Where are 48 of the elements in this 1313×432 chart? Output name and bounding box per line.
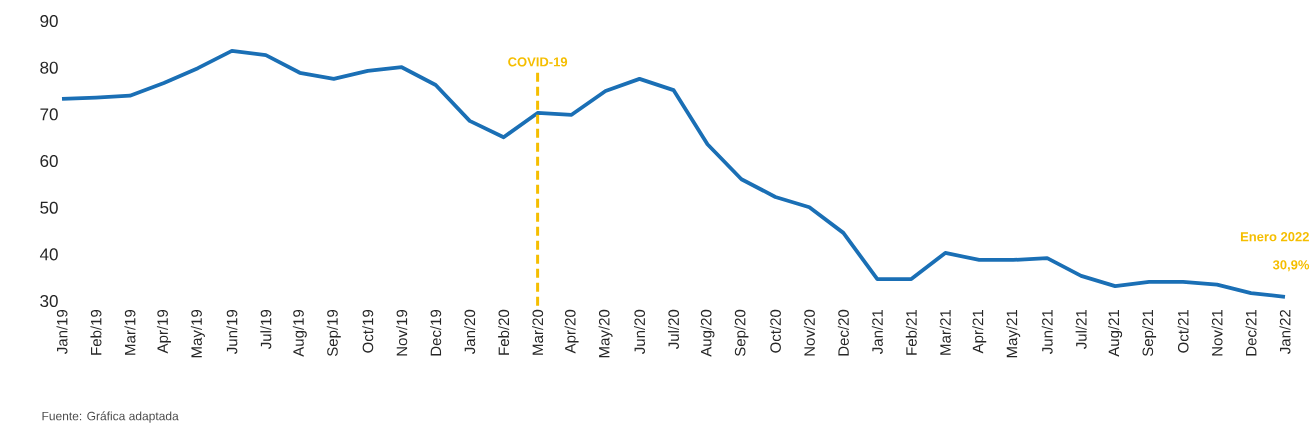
x-tick-label: Nov/19: [396, 309, 408, 356]
x-tick-label: Aug/19: [292, 309, 307, 357]
y-tick-label: 40: [39, 248, 58, 261]
x-tick-label: Jan/20: [464, 309, 476, 355]
x-tick-label: Feb/19: [90, 309, 102, 355]
y-tick-label: 50: [40, 201, 58, 214]
x-tick-label: Mar/20: [532, 309, 544, 355]
annotation: Enero 2022: [1240, 232, 1309, 242]
x-tick-label: Aug/21: [1108, 309, 1123, 357]
x-tick-label: Apr/20: [564, 309, 579, 354]
x-tick-label: Nov/21: [1211, 309, 1223, 356]
x-tick-label: Jun/20: [634, 309, 646, 355]
x-tick-label: Feb/21: [905, 309, 917, 355]
x-tick-label: Oct/20: [769, 309, 781, 353]
x-tick-label: Jun/21: [1041, 309, 1053, 355]
x-tick-label: Jan/21: [871, 309, 883, 355]
x-tick-label: May/21: [1006, 309, 1021, 358]
x-tick-label: Sep/20: [734, 309, 749, 357]
x-tick-label: Jan/22: [1279, 309, 1291, 355]
x-tick-label: Jun/19: [226, 309, 238, 355]
ref-line-label: COVID-19: [508, 57, 568, 67]
x-tick-label: Dec/21: [1245, 309, 1257, 356]
x-tick-label: Oct/21: [1177, 309, 1189, 353]
x-tick-label: Aug/20: [700, 309, 715, 357]
x-tick-label: Jul/21: [1075, 309, 1087, 350]
y-tick-label: 80: [40, 61, 58, 74]
x-tick-label: May/20: [598, 309, 613, 358]
x-tick-label: Jan/19: [56, 309, 68, 355]
x-tick-label: Oct/19: [362, 309, 374, 353]
x-tick-label: Jul/20: [667, 309, 679, 350]
x-tick-label: Jul/19: [260, 309, 272, 350]
x-tick-label: Mar/19: [124, 309, 136, 355]
x-tick-label: Apr/21: [972, 309, 987, 354]
x-tick-label: Dec/20: [837, 309, 849, 356]
annotation: 30,9%: [1272, 260, 1310, 272]
x-tick-label: Sep/21: [1142, 309, 1157, 357]
x-tick-label: Nov/20: [803, 309, 815, 356]
y-tick-label: 90: [40, 14, 58, 28]
source-note: Fuente: Gráfica adaptada: [42, 411, 179, 423]
y-tick-label: 60: [40, 154, 58, 168]
y-tick-label: 70: [40, 108, 58, 121]
x-tick-label: May/19: [190, 309, 205, 358]
x-tick-label: Apr/19: [156, 309, 171, 354]
x-tick-label: Dec/19: [430, 309, 442, 356]
x-tick-label: Sep/19: [326, 309, 341, 357]
y-tick-label: 30: [40, 295, 58, 308]
x-tick-label: Mar/21: [939, 309, 951, 355]
x-tick-label: Feb/20: [498, 309, 510, 355]
